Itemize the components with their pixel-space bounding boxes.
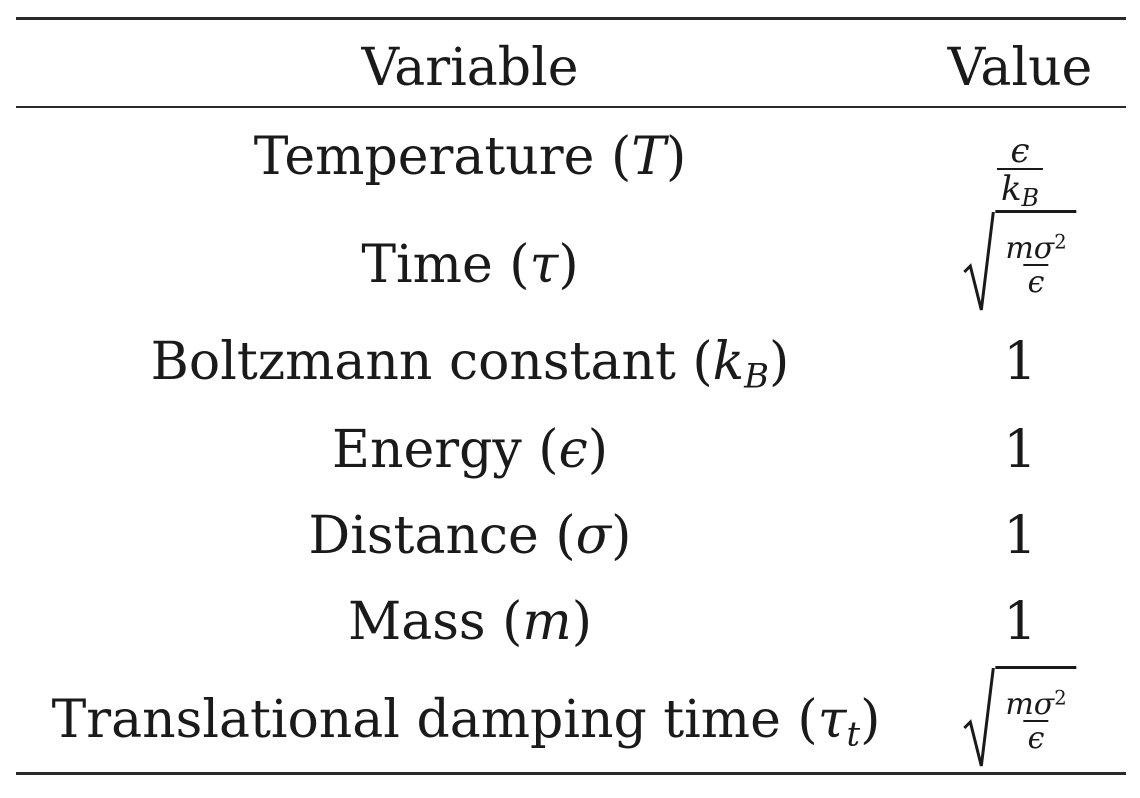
row-mass-label: Mass (m) <box>347 592 593 652</box>
header-value: Value <box>947 38 1093 98</box>
row-temperature-value: ϵ kB <box>996 134 1044 210</box>
row-boltzmann-value: 1 <box>1003 332 1037 392</box>
row-distance-label: Distance (σ) <box>308 506 632 566</box>
radical-sign-icon <box>963 667 995 767</box>
row-time-label: Time (τ) <box>361 235 579 295</box>
row-energy-value: 1 <box>1003 420 1037 480</box>
header-variable: Variable <box>361 38 579 98</box>
fraction: ϵ kB <box>996 134 1044 210</box>
radical-sign-icon <box>963 211 995 311</box>
row-mass-value: 1 <box>1003 592 1037 652</box>
row-distance-value: 1 <box>1003 506 1037 566</box>
table-top-rule <box>16 17 1126 20</box>
table-bottom-rule <box>16 772 1126 775</box>
row-damping-label: Translational damping time (τt) <box>51 690 881 754</box>
row-time-value: mσ2 ϵ <box>963 210 1077 314</box>
row-boltzmann-label: Boltzmann constant (kB) <box>150 332 790 396</box>
square-root: mσ2 ϵ <box>963 666 1077 770</box>
row-damping-value: mσ2 ϵ <box>963 666 1077 770</box>
row-energy-label: Energy (ϵ) <box>332 420 608 480</box>
row-temperature-label: Temperature (T) <box>253 127 687 187</box>
square-root: mσ2 ϵ <box>963 210 1077 314</box>
table-header-rule <box>16 106 1126 108</box>
